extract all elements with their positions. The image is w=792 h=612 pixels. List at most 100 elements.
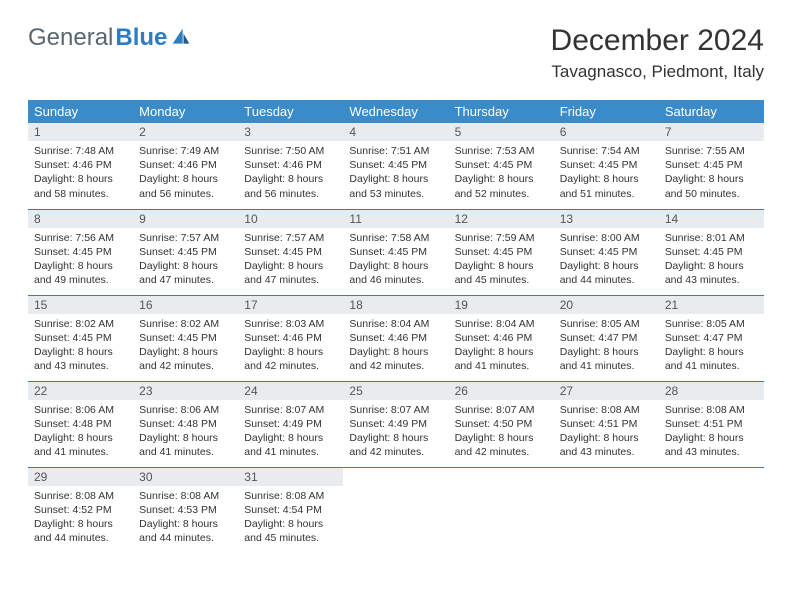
calendar-day-cell: 29Sunrise: 8:08 AMSunset: 4:52 PMDayligh… [28, 467, 133, 553]
daylight-line: Daylight: 8 hours and 41 minutes. [139, 431, 232, 459]
calendar-day-cell: 20Sunrise: 8:05 AMSunset: 4:47 PMDayligh… [554, 295, 659, 381]
sunrise-line: Sunrise: 8:08 AM [34, 489, 127, 503]
calendar-day-cell: 4Sunrise: 7:51 AMSunset: 4:45 PMDaylight… [343, 123, 448, 209]
sunrise-line: Sunrise: 8:08 AM [244, 489, 337, 503]
calendar-week-row: 8Sunrise: 7:56 AMSunset: 4:45 PMDaylight… [28, 209, 764, 295]
daylight-line: Daylight: 8 hours and 46 minutes. [349, 259, 442, 287]
sunset-line: Sunset: 4:50 PM [455, 417, 548, 431]
sunrise-line: Sunrise: 8:08 AM [665, 403, 758, 417]
sunrise-line: Sunrise: 7:58 AM [349, 231, 442, 245]
calendar-day-cell: 3Sunrise: 7:50 AMSunset: 4:46 PMDaylight… [238, 123, 343, 209]
day-number: 12 [449, 210, 554, 228]
day-number: 29 [28, 468, 133, 486]
daylight-line: Daylight: 8 hours and 42 minutes. [139, 345, 232, 373]
sunrise-line: Sunrise: 8:03 AM [244, 317, 337, 331]
weekday-thu: Thursday [449, 100, 554, 123]
day-number: 9 [133, 210, 238, 228]
daylight-line: Daylight: 8 hours and 43 minutes. [560, 431, 653, 459]
calendar-day-cell: 24Sunrise: 8:07 AMSunset: 4:49 PMDayligh… [238, 381, 343, 467]
sunset-line: Sunset: 4:46 PM [455, 331, 548, 345]
month-title: December 2024 [551, 24, 764, 58]
daylight-line: Daylight: 8 hours and 41 minutes. [560, 345, 653, 373]
sunset-line: Sunset: 4:48 PM [34, 417, 127, 431]
weekday-mon: Monday [133, 100, 238, 123]
day-body: Sunrise: 7:55 AMSunset: 4:45 PMDaylight:… [659, 141, 764, 205]
day-body: Sunrise: 8:04 AMSunset: 4:46 PMDaylight:… [449, 314, 554, 378]
day-number: 5 [449, 123, 554, 141]
sunrise-line: Sunrise: 8:05 AM [560, 317, 653, 331]
daylight-line: Daylight: 8 hours and 42 minutes. [349, 345, 442, 373]
sunrise-line: Sunrise: 8:05 AM [665, 317, 758, 331]
day-number: 4 [343, 123, 448, 141]
sunrise-line: Sunrise: 8:02 AM [34, 317, 127, 331]
day-number: 26 [449, 382, 554, 400]
daylight-line: Daylight: 8 hours and 45 minutes. [455, 259, 548, 287]
day-body: Sunrise: 8:08 AMSunset: 4:51 PMDaylight:… [659, 400, 764, 464]
daylight-line: Daylight: 8 hours and 41 minutes. [244, 431, 337, 459]
sunset-line: Sunset: 4:46 PM [139, 158, 232, 172]
sunset-line: Sunset: 4:45 PM [139, 245, 232, 259]
daylight-line: Daylight: 8 hours and 56 minutes. [244, 172, 337, 200]
day-number: 16 [133, 296, 238, 314]
sunrise-line: Sunrise: 7:54 AM [560, 144, 653, 158]
day-number: 14 [659, 210, 764, 228]
day-number: 18 [343, 296, 448, 314]
calendar-day-cell: 21Sunrise: 8:05 AMSunset: 4:47 PMDayligh… [659, 295, 764, 381]
day-number: 2 [133, 123, 238, 141]
day-number: 7 [659, 123, 764, 141]
sunrise-line: Sunrise: 8:01 AM [665, 231, 758, 245]
day-body: Sunrise: 8:07 AMSunset: 4:50 PMDaylight:… [449, 400, 554, 464]
day-number: 17 [238, 296, 343, 314]
daylight-line: Daylight: 8 hours and 47 minutes. [139, 259, 232, 287]
calendar-day-cell: 8Sunrise: 7:56 AMSunset: 4:45 PMDaylight… [28, 209, 133, 295]
daylight-line: Daylight: 8 hours and 44 minutes. [560, 259, 653, 287]
day-body: Sunrise: 8:08 AMSunset: 4:53 PMDaylight:… [133, 486, 238, 550]
calendar-day-cell: 17Sunrise: 8:03 AMSunset: 4:46 PMDayligh… [238, 295, 343, 381]
weekday-fri: Friday [554, 100, 659, 123]
sunrise-line: Sunrise: 7:57 AM [244, 231, 337, 245]
daylight-line: Daylight: 8 hours and 41 minutes. [455, 345, 548, 373]
day-number: 20 [554, 296, 659, 314]
day-body: Sunrise: 7:54 AMSunset: 4:45 PMDaylight:… [554, 141, 659, 205]
day-number: 3 [238, 123, 343, 141]
day-body: Sunrise: 8:08 AMSunset: 4:51 PMDaylight:… [554, 400, 659, 464]
sunset-line: Sunset: 4:49 PM [349, 417, 442, 431]
logo-sail-icon [171, 27, 191, 47]
day-number: 19 [449, 296, 554, 314]
sunrise-line: Sunrise: 7:51 AM [349, 144, 442, 158]
daylight-line: Daylight: 8 hours and 51 minutes. [560, 172, 653, 200]
day-number: 30 [133, 468, 238, 486]
calendar-day-cell: 26Sunrise: 8:07 AMSunset: 4:50 PMDayligh… [449, 381, 554, 467]
weekday-wed: Wednesday [343, 100, 448, 123]
calendar-table: Sunday Monday Tuesday Wednesday Thursday… [28, 100, 764, 553]
calendar-day-cell [343, 467, 448, 553]
location: Tavagnasco, Piedmont, Italy [551, 62, 764, 82]
day-body: Sunrise: 8:06 AMSunset: 4:48 PMDaylight:… [28, 400, 133, 464]
day-number: 8 [28, 210, 133, 228]
day-body: Sunrise: 7:51 AMSunset: 4:45 PMDaylight:… [343, 141, 448, 205]
sunset-line: Sunset: 4:45 PM [665, 158, 758, 172]
day-body: Sunrise: 7:57 AMSunset: 4:45 PMDaylight:… [133, 228, 238, 292]
day-number: 13 [554, 210, 659, 228]
calendar-week-row: 1Sunrise: 7:48 AMSunset: 4:46 PMDaylight… [28, 123, 764, 209]
calendar-day-cell: 27Sunrise: 8:08 AMSunset: 4:51 PMDayligh… [554, 381, 659, 467]
sunrise-line: Sunrise: 8:02 AM [139, 317, 232, 331]
day-body: Sunrise: 7:57 AMSunset: 4:45 PMDaylight:… [238, 228, 343, 292]
weekday-sun: Sunday [28, 100, 133, 123]
sunrise-line: Sunrise: 8:08 AM [139, 489, 232, 503]
daylight-line: Daylight: 8 hours and 56 minutes. [139, 172, 232, 200]
day-number: 10 [238, 210, 343, 228]
day-body: Sunrise: 8:07 AMSunset: 4:49 PMDaylight:… [238, 400, 343, 464]
calendar-day-cell: 2Sunrise: 7:49 AMSunset: 4:46 PMDaylight… [133, 123, 238, 209]
sunset-line: Sunset: 4:45 PM [560, 245, 653, 259]
daylight-line: Daylight: 8 hours and 58 minutes. [34, 172, 127, 200]
day-body: Sunrise: 8:04 AMSunset: 4:46 PMDaylight:… [343, 314, 448, 378]
sunrise-line: Sunrise: 8:07 AM [455, 403, 548, 417]
logo: GeneralBlue [28, 24, 191, 52]
calendar-day-cell: 19Sunrise: 8:04 AMSunset: 4:46 PMDayligh… [449, 295, 554, 381]
sunset-line: Sunset: 4:45 PM [139, 331, 232, 345]
day-number: 25 [343, 382, 448, 400]
sunset-line: Sunset: 4:53 PM [139, 503, 232, 517]
calendar-day-cell: 10Sunrise: 7:57 AMSunset: 4:45 PMDayligh… [238, 209, 343, 295]
weekday-tue: Tuesday [238, 100, 343, 123]
